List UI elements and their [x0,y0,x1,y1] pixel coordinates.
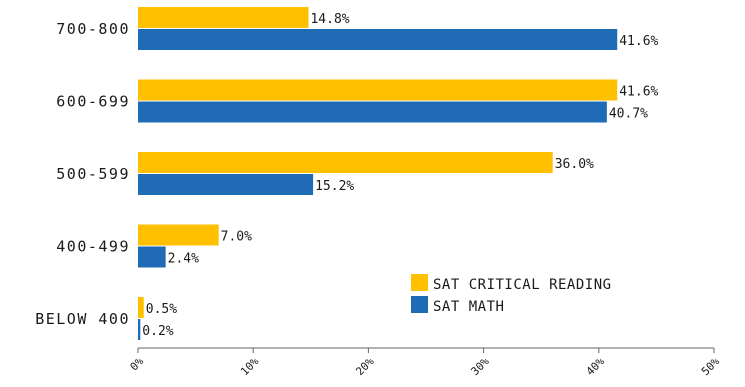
bar-reading [138,297,144,318]
data-label: 14.8% [310,12,349,27]
bar-math [138,101,607,123]
category-label: BELOW 400 [35,310,130,328]
data-label: 7.0% [221,230,252,245]
data-label: 2.4% [168,252,199,267]
bar-reading [138,79,618,101]
x-tick-label: 0% [128,355,147,374]
bar-reading [138,152,553,173]
legend-label-reading: SAT CRITICAL READING [433,277,612,293]
x-tick-label: 20% [353,355,377,379]
data-label: 41.6% [619,34,658,49]
x-axis: 0% 10% 20% 30% 40% 50% [128,347,723,379]
bar-math [138,319,141,340]
legend-swatch-math [411,296,428,313]
bar-math [138,174,314,195]
legend-swatch-reading [411,274,428,291]
x-tick-label: 40% [584,355,608,379]
data-label: 40.7% [609,107,648,122]
bar-reading [138,224,219,246]
bar-math [138,29,618,50]
category-label: 700-800 [56,20,130,38]
data-label: 15.2% [315,179,354,194]
x-tick-label: 10% [238,355,262,379]
data-label: 0.5% [146,302,177,317]
x-tick-label: 30% [468,355,492,379]
bar-math [138,246,166,268]
labels-layer: 700-800 14.8% 41.6% 600-699 41.6% 40.7% 500-59… [35,12,658,339]
data-label: 36.0% [555,157,594,172]
legend: SAT CRITICAL READING SAT MATH [411,274,612,315]
category-label: 500-599 [56,165,130,183]
x-tick-label: 50% [699,355,723,379]
data-label: 0.2% [142,324,173,339]
bar-reading [138,7,309,28]
legend-label-math: SAT MATH [433,299,504,315]
category-label: 400-499 [56,238,130,256]
category-label: 600-699 [56,93,130,111]
data-label: 41.6% [619,85,658,100]
bars-layer [138,7,618,340]
